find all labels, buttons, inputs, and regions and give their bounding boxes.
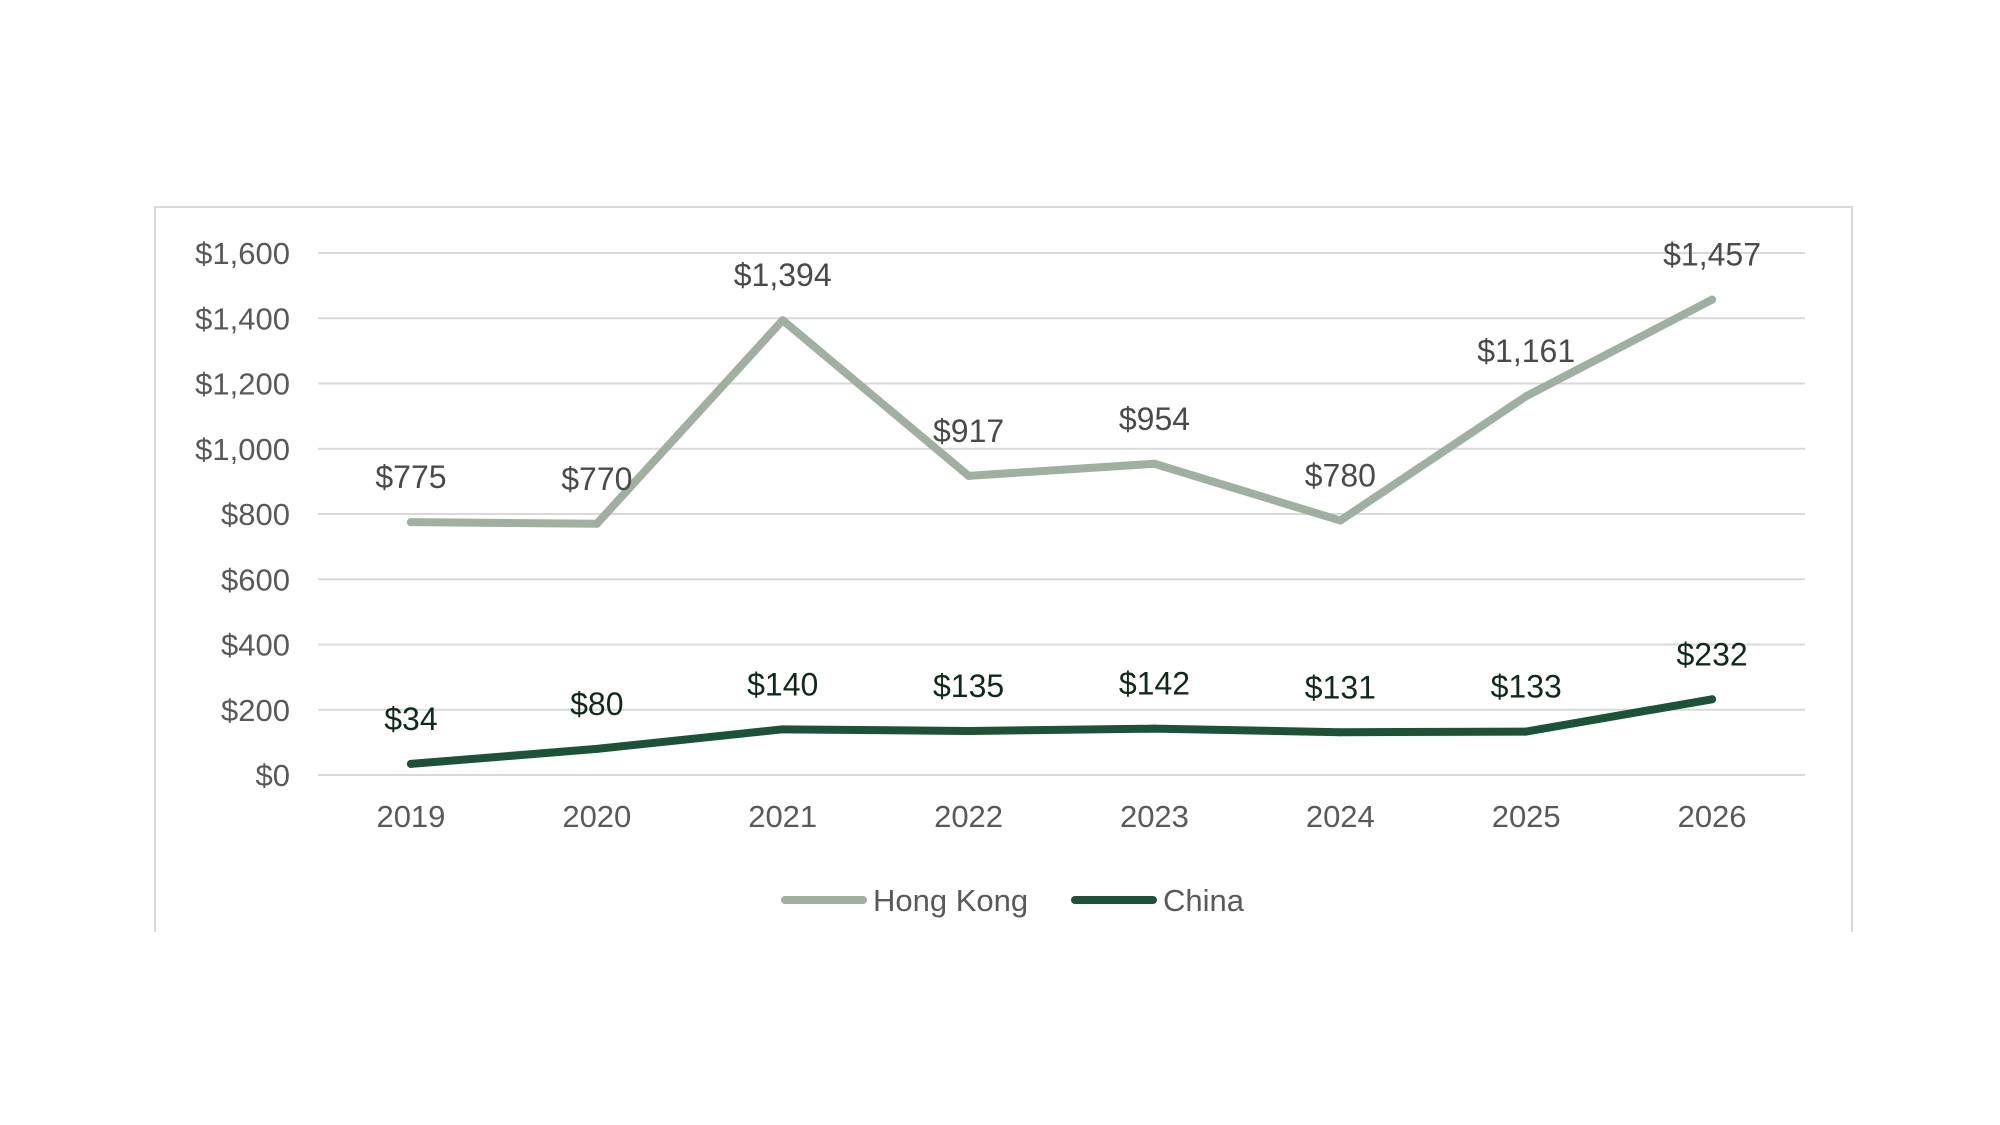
series-lines [406, 295, 1717, 768]
data-label: $135 [933, 668, 1004, 704]
gridlines [318, 252, 1805, 776]
x-tick-label: 2022 [934, 799, 1003, 834]
data-point [964, 726, 973, 735]
x-tick-label: 2019 [376, 799, 445, 834]
series-line-hong-kong [406, 295, 1717, 528]
data-point [1708, 295, 1717, 304]
data-point [406, 518, 415, 527]
data-point [1708, 695, 1717, 704]
y-tick-label: $200 [221, 693, 290, 728]
x-tick-label: 2026 [1678, 799, 1747, 834]
data-point [778, 316, 787, 325]
data-point [1522, 727, 1531, 736]
x-axis-ticks: 2019 2020 2021 2022 2023 2024 2025 2026 [376, 799, 1746, 834]
data-point [1336, 516, 1345, 525]
data-label: $1,394 [734, 257, 832, 293]
data-label: $954 [1119, 401, 1190, 437]
data-point [406, 759, 415, 768]
data-label: $770 [561, 461, 632, 497]
data-label: $131 [1305, 669, 1376, 705]
data-point [592, 519, 601, 528]
data-point [778, 725, 787, 734]
y-tick-label: $1,200 [195, 367, 290, 402]
legend-label: Hong Kong [873, 883, 1028, 918]
data-point [1150, 459, 1159, 468]
data-point [1150, 724, 1159, 733]
x-tick-label: 2021 [748, 799, 817, 834]
data-label: $133 [1491, 669, 1562, 705]
data-label: $34 [384, 701, 437, 737]
data-labels: $775 $770 $1,394 $917 $954 $780 $1,161 $1,457 $3… [375, 237, 1761, 737]
legend-label: China [1163, 883, 1245, 918]
data-label: $80 [570, 686, 623, 722]
data-label: $232 [1676, 636, 1747, 672]
chart-frame [154, 206, 1853, 932]
x-tick-label: 2024 [1306, 799, 1375, 834]
data-point [592, 744, 601, 753]
data-label: $142 [1119, 666, 1190, 702]
y-tick-label: $400 [221, 628, 290, 663]
y-tick-label: $1,600 [195, 236, 290, 271]
x-tick-label: 2025 [1492, 799, 1561, 834]
y-tick-label: $0 [256, 758, 290, 793]
y-axis-ticks: $0 $200 $400 $600 $800 $1,000 $1,200 $1,400 $1,6… [195, 236, 290, 793]
y-tick-label: $1,400 [195, 301, 290, 336]
x-tick-label: 2020 [562, 799, 631, 834]
series-line-china [406, 695, 1717, 768]
y-tick-label: $1,000 [195, 432, 290, 467]
y-tick-label: $600 [221, 562, 290, 597]
data-label: $1,161 [1477, 333, 1575, 369]
data-point [1336, 728, 1345, 737]
legend: Hong Kong China [781, 883, 1245, 918]
data-label: $775 [375, 459, 446, 495]
y-tick-label: $800 [221, 497, 290, 532]
data-point [964, 471, 973, 480]
data-point [1522, 392, 1531, 401]
data-label: $917 [933, 413, 1004, 449]
data-label: $780 [1305, 458, 1376, 494]
x-tick-label: 2023 [1120, 799, 1189, 834]
data-label: $1,457 [1663, 237, 1761, 273]
data-label: $140 [747, 666, 818, 702]
